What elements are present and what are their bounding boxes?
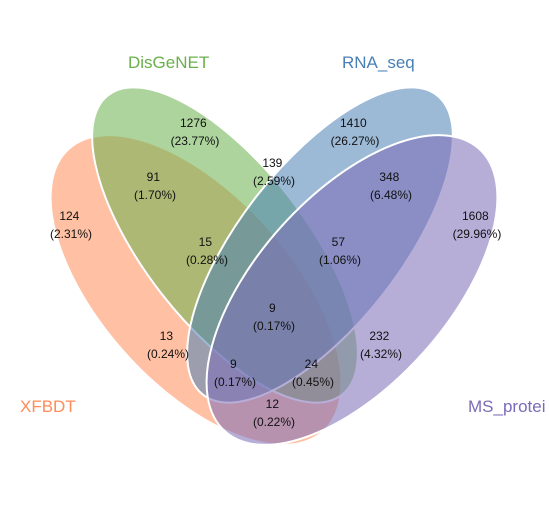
region-x-percent: (2.31%) [50,227,92,241]
region-dm-percent: (4.32%) [360,347,402,361]
region-xdrm-count: 9 [269,301,276,315]
region-xrm: 9 (0.17%) [214,357,256,389]
region-xdm: 24 (0.45%) [292,357,334,389]
region-rm: 348 (6.48%) [370,170,412,202]
region-m-percent: (29.96%) [453,227,502,241]
region-xd-percent: (1.70%) [134,188,176,202]
region-r: 1410 (26.27%) [331,116,380,148]
region-xr-percent: (0.24%) [147,347,189,361]
region-dr: 139 (2.59%) [253,156,295,188]
region-xm-percent: (0.22%) [253,415,295,429]
region-xr-count: 13 [160,329,174,343]
region-xdrm: 9 (0.17%) [253,301,295,333]
region-labels: 124 (2.31%) 1276 (23.77%) 1410 (26.27%) … [50,116,501,429]
region-m-count: 1608 [462,209,489,223]
region-dr-percent: (2.59%) [253,174,295,188]
region-xrm-percent: (0.17%) [214,375,256,389]
region-x-count: 124 [59,209,79,223]
region-m: 1608 (29.96%) [453,209,502,241]
set-label-xfbdt: XFBDT [20,397,76,416]
region-drm-percent: (1.06%) [319,253,361,267]
ellipses [49,86,499,446]
region-xdm-percent: (0.45%) [292,375,334,389]
region-xd-count: 91 [147,170,161,184]
set-labels: XFBDT DisGeNET RNA_seq MS_protei [20,53,545,416]
region-xdrm-percent: (0.17%) [253,319,295,333]
region-d-count: 1276 [180,116,207,130]
region-rm-count: 348 [379,170,399,184]
region-xdm-count: 24 [305,357,319,371]
region-rm-percent: (6.48%) [370,188,412,202]
region-xdr: 15 (0.28%) [186,235,228,267]
region-d-percent: (23.77%) [171,134,220,148]
region-dm: 232 (4.32%) [360,329,402,361]
set-label-disgenet: DisGeNET [128,53,209,72]
region-xr: 13 (0.24%) [147,329,189,361]
set-label-rnaseq: RNA_seq [342,53,415,72]
region-x: 124 (2.31%) [50,209,92,241]
region-drm: 57 (1.06%) [319,235,361,267]
region-xrm-count: 9 [230,357,237,371]
region-xdr-percent: (0.28%) [186,253,228,267]
region-dr-count: 139 [262,156,282,170]
region-xdr-count: 15 [199,235,213,249]
region-r-percent: (26.27%) [331,134,380,148]
region-dm-count: 232 [369,329,389,343]
region-xm-count: 12 [266,397,280,411]
ellipse-msprotein [205,134,499,446]
region-drm-count: 57 [332,235,346,249]
region-xd: 91 (1.70%) [134,170,176,202]
set-label-msprotein: MS_protei [468,397,545,416]
region-d: 1276 (23.77%) [171,116,220,148]
region-r-count: 1410 [340,116,367,130]
region-xm: 12 (0.22%) [253,397,295,429]
